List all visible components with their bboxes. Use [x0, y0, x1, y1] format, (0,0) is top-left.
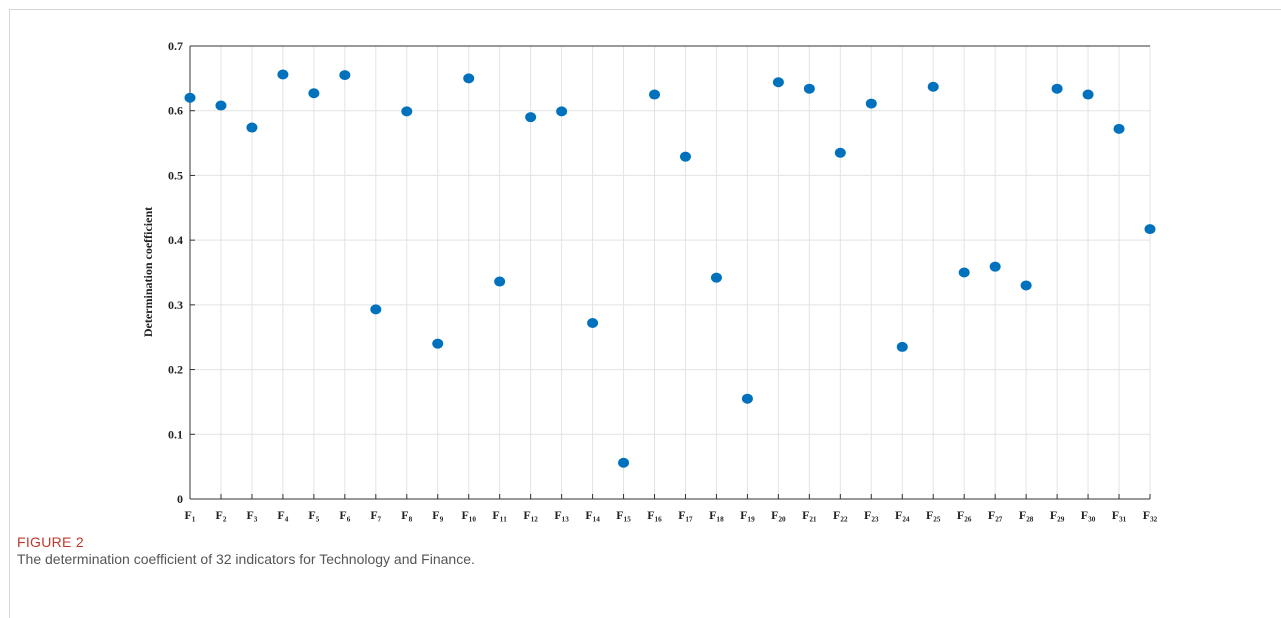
x-tick-label: F₂₃ [864, 508, 879, 522]
point [1144, 224, 1156, 235]
x-tick-label: F₁₅ [616, 508, 631, 522]
point [803, 83, 815, 94]
point [463, 73, 475, 84]
x-tick-label: F₃₀ [1081, 508, 1096, 522]
point [184, 92, 196, 103]
y-tick-label: 0.2 [168, 363, 183, 377]
point [308, 88, 320, 99]
chart: Determination coefficient 0 0.1 0.2 0.3 0.4 0… [141, 39, 1158, 522]
x-tick-label: F₁ [185, 508, 196, 522]
x-tick-label: F₂ [215, 508, 226, 522]
x-tick-label: F₃₁ [1112, 508, 1127, 522]
point [649, 89, 661, 100]
point [896, 341, 908, 352]
x-tick-label: F₂₀ [771, 508, 786, 522]
point [679, 151, 691, 162]
x-tick-label: F₄ [277, 508, 288, 522]
x-tick-label: F₂₆ [957, 508, 972, 522]
x-tick-label: F₃ [246, 508, 257, 522]
x-tick-label: F₂₇ [988, 508, 1003, 522]
point [834, 147, 846, 158]
x-tick-label: F₂₈ [1019, 508, 1034, 522]
x-tick-label: F₁₆ [647, 508, 662, 522]
point [710, 272, 722, 283]
x-tick-label: F₁₂ [523, 508, 538, 522]
point [989, 261, 1001, 272]
y-tick-label: 0.1 [168, 427, 183, 441]
point [494, 276, 506, 287]
point [1113, 123, 1125, 134]
point [277, 69, 289, 80]
x-tick-label: F₂₅ [926, 508, 941, 522]
y-tick-label: 0.4 [168, 233, 183, 247]
x-tick-label: F₁₀ [461, 508, 476, 522]
x-tick-label: F₂₂ [833, 508, 848, 522]
point [215, 100, 227, 111]
point [1082, 89, 1094, 100]
x-tick-label: F₅ [308, 508, 319, 522]
x-tick-label: F₁₉ [740, 508, 755, 522]
y-tick-label: 0.5 [168, 168, 183, 182]
point [1020, 280, 1032, 291]
figure-label: FIGURE 2 [17, 534, 84, 550]
figure-frame [9, 9, 1281, 618]
point [865, 98, 877, 109]
x-tick-label: F₁₈ [709, 508, 724, 522]
x-tick-label: F₁₁ [492, 508, 507, 522]
x-tick-label: F₁₃ [554, 508, 569, 522]
x-tick-label: F₂₉ [1050, 508, 1065, 522]
point [370, 304, 382, 315]
point [927, 81, 939, 92]
point [401, 106, 413, 117]
x-tick-label: F₇ [370, 508, 381, 522]
point [741, 393, 753, 404]
x-tick-label: F₆ [339, 508, 350, 522]
x-tick-label: F₂₁ [802, 508, 817, 522]
y-tick-label: 0.7 [168, 39, 183, 53]
x-tick-label: F₃₂ [1143, 508, 1158, 522]
figure-caption: The determination coefficient of 32 indi… [17, 551, 475, 567]
point [618, 457, 630, 468]
point [339, 70, 351, 81]
point [958, 267, 970, 278]
point [525, 112, 537, 123]
point [772, 77, 784, 88]
y-tick-label: 0 [177, 492, 183, 506]
point [432, 338, 444, 349]
y-axis-label: Determination coefficient [141, 207, 155, 337]
x-tick-label: F₉ [432, 508, 443, 522]
y-tick-label: 0.6 [168, 104, 183, 118]
x-tick-label: F₂₄ [895, 508, 910, 522]
point [587, 317, 599, 328]
y-tick-label: 0.3 [168, 298, 183, 312]
x-tick-label: F₁₄ [585, 508, 600, 522]
x-tick-label: F₁₇ [678, 508, 693, 522]
x-tick-label: F₈ [401, 508, 412, 522]
point [1051, 83, 1063, 94]
point [246, 122, 258, 133]
point [556, 106, 568, 117]
